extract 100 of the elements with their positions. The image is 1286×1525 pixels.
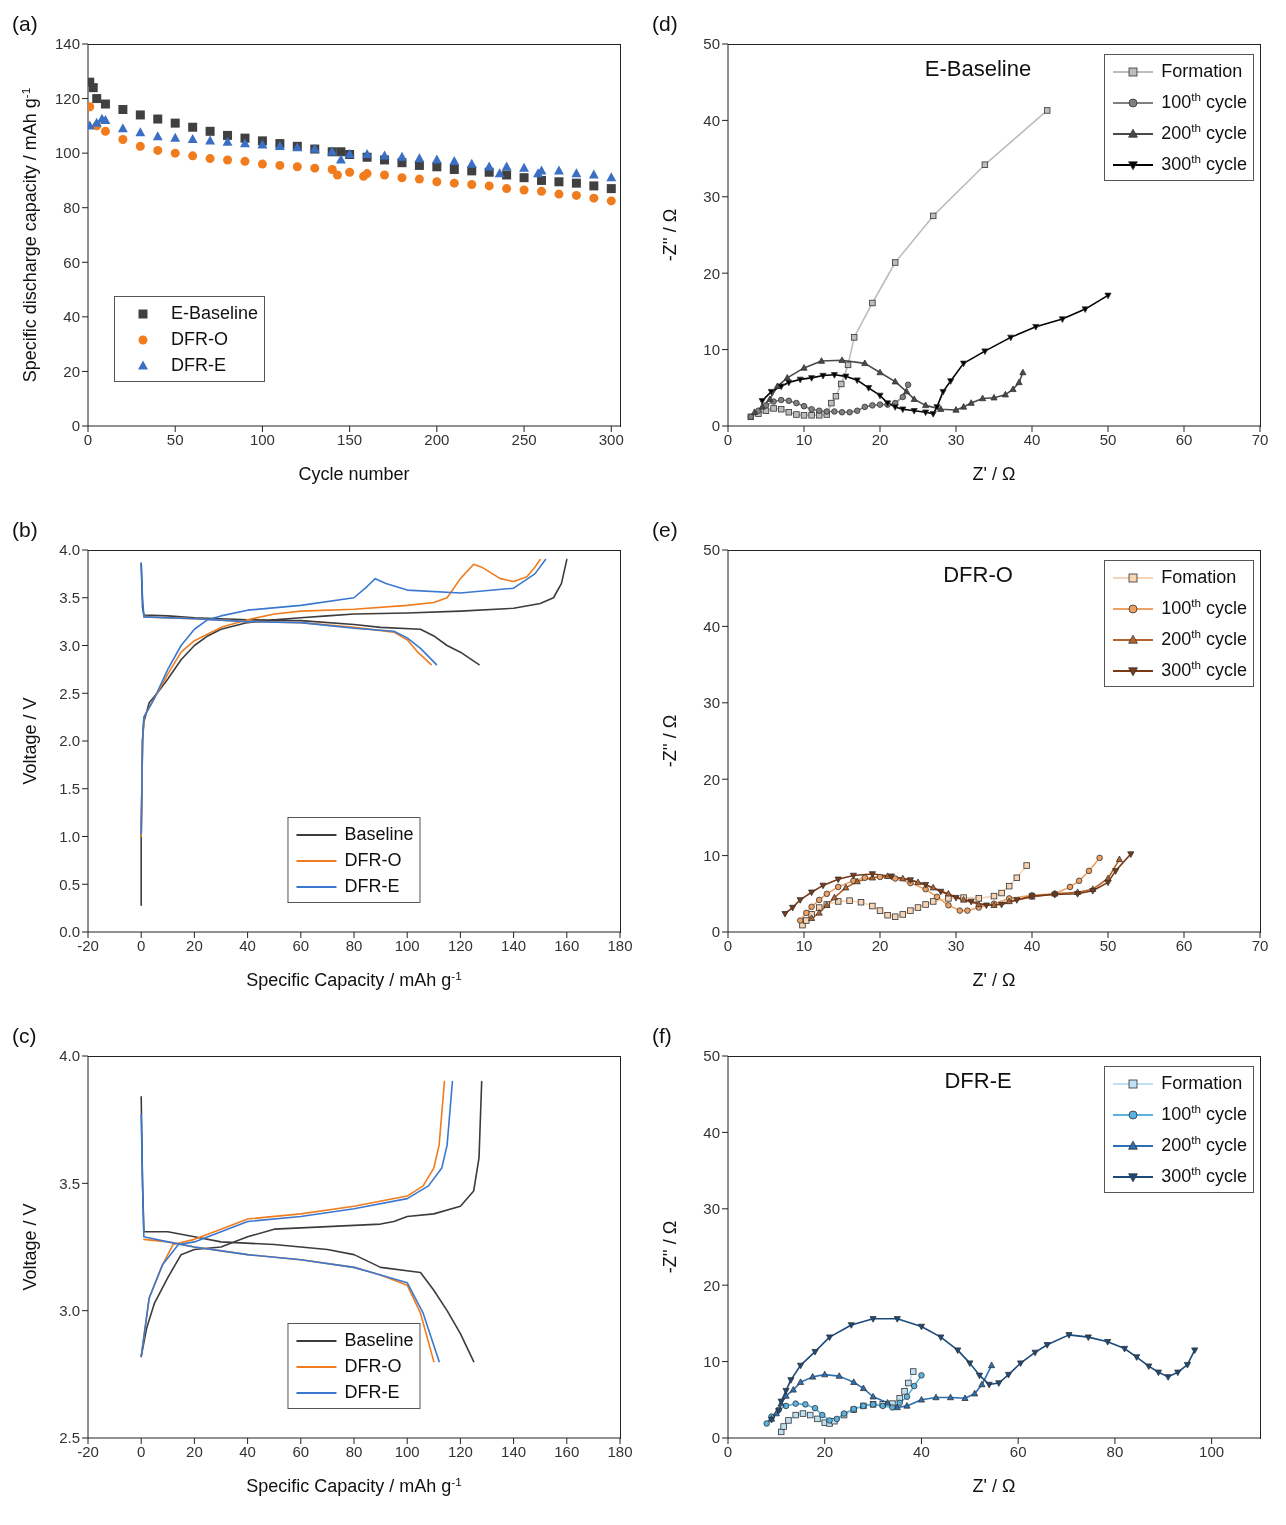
legend-label: 100$^{th}$ cycle — [1160, 89, 1247, 114]
y-tick-label: 50 — [703, 1047, 720, 1065]
y-tick-label: 10 — [703, 846, 720, 864]
x-tick-label: 140 — [501, 936, 527, 954]
y-tick-label: 2.5 — [59, 684, 80, 702]
legend-label: Baseline — [343, 823, 414, 846]
x-tick-label: 40 — [1023, 430, 1041, 448]
y-tick-label: 4.0 — [59, 1047, 80, 1065]
text: (c) — [12, 1024, 37, 1048]
y-tick-label: 40 — [703, 1123, 720, 1141]
x-tick-label: 100 — [249, 430, 275, 448]
y-tick-label: 20 — [703, 264, 720, 282]
legend-label: 200$^{th}$ cycle — [1160, 1132, 1247, 1157]
x-tick-label: 0 — [723, 936, 733, 954]
legend-label: Fomation — [1160, 566, 1238, 589]
x-tick-label: -20 — [77, 1442, 99, 1460]
x-tick-label: 80 — [1106, 1442, 1124, 1460]
x-tick-label: 20 — [871, 430, 889, 448]
y-tick-label: 1.0 — [59, 827, 80, 845]
text: (e) — [652, 518, 678, 542]
x-tick-label: 60 — [292, 936, 310, 954]
x-tick-label: 20 — [816, 1442, 834, 1460]
legend-label: Formation — [1160, 60, 1244, 83]
legend-label: Baseline — [343, 1329, 414, 1352]
legend-label: 200$^{th}$ cycle — [1160, 626, 1247, 651]
legend-label: 200$^{th}$ cycle — [1160, 120, 1247, 145]
y-tick-label: 30 — [703, 694, 720, 712]
y-axis-title: Voltage / V — [20, 1203, 40, 1291]
x-axis-title: Specific Capacity / mAh g$^{-1}$ — [246, 1474, 462, 1496]
y-tick-label: 20 — [703, 770, 720, 788]
x-tick-label: 0 — [723, 430, 733, 448]
y-tick-label: 3.0 — [59, 636, 80, 654]
x-tick-label: 0 — [723, 1442, 733, 1460]
x-tick-label: 80 — [345, 1442, 363, 1460]
x-tick-label: 180 — [607, 1442, 633, 1460]
legend-label: DFR-O — [170, 328, 229, 351]
text: (f) — [652, 1024, 672, 1048]
x-tick-label: 160 — [554, 1442, 580, 1460]
y-tick-label: 30 — [703, 188, 720, 206]
text: DFR-O — [943, 562, 1013, 588]
y-tick-label: 10 — [703, 340, 720, 358]
y-tick-label: 2.0 — [59, 732, 80, 750]
x-tick-label: 40 — [1023, 936, 1041, 954]
x-axis-title: Cycle number — [298, 464, 410, 484]
x-tick-label: 50 — [1099, 936, 1117, 954]
x-tick-label: 40 — [913, 1442, 930, 1460]
x-tick-label: 150 — [337, 430, 363, 448]
x-tick-label: 80 — [345, 936, 363, 954]
x-tick-label: 30 — [947, 430, 965, 448]
y-tick-label: 1.5 — [59, 780, 80, 798]
x-tick-label: 60 — [1175, 936, 1193, 954]
y-tick-label: 20 — [63, 362, 80, 380]
y-tick-label: 0.5 — [59, 875, 80, 893]
y-tick-label: 40 — [703, 617, 720, 635]
y-tick-label: 40 — [703, 111, 720, 129]
x-tick-label: 50 — [166, 430, 184, 448]
x-tick-label: 10 — [795, 936, 813, 954]
x-tick-label: 300 — [598, 430, 624, 448]
x-tick-label: 60 — [1175, 430, 1193, 448]
x-tick-label: 100 — [1199, 1442, 1225, 1460]
y-tick-label: 0 — [711, 923, 720, 941]
y-tick-label: 2.5 — [59, 1429, 80, 1447]
text: (a) — [12, 12, 38, 36]
x-tick-label: -20 — [77, 936, 99, 954]
y-tick-label: 3.5 — [59, 1174, 80, 1192]
x-tick-label: 120 — [447, 1442, 473, 1460]
legend-label: 300$^{th}$ cycle — [1160, 1163, 1247, 1188]
legend-label: 100$^{th}$ cycle — [1160, 1101, 1247, 1126]
y-tick-label: 30 — [703, 1200, 720, 1218]
x-tick-label: 60 — [292, 1442, 310, 1460]
x-axis-title: Z' / Ω — [972, 970, 1016, 990]
x-tick-label: 100 — [394, 936, 420, 954]
text: DFR-E — [944, 1068, 1012, 1094]
legend-label: DFR-E — [170, 354, 227, 377]
y-tick-label: 50 — [703, 541, 720, 559]
y-axis-title: -Z'' / Ω — [660, 1220, 680, 1274]
y-axis-title: -Z'' / Ω — [660, 208, 680, 262]
y-axis-title: Voltage / V — [20, 697, 40, 785]
y-tick-label: 0 — [71, 417, 80, 435]
x-tick-label: 20 — [871, 936, 889, 954]
y-tick-label: 10 — [703, 1352, 720, 1370]
x-tick-label: 40 — [239, 936, 256, 954]
y-tick-label: 60 — [63, 253, 80, 271]
legend-label: DFR-O — [343, 849, 403, 872]
x-tick-label: 200 — [424, 430, 450, 448]
x-tick-label: 70 — [1251, 936, 1269, 954]
x-tick-label: 60 — [1009, 1442, 1027, 1460]
y-tick-label: 50 — [703, 35, 720, 53]
x-tick-label: 180 — [607, 936, 633, 954]
y-tick-label: 140 — [54, 35, 80, 53]
x-tick-label: 120 — [447, 936, 473, 954]
x-tick-label: 10 — [795, 430, 813, 448]
y-tick-label: 120 — [54, 89, 80, 107]
y-tick-label: 4.0 — [59, 541, 80, 559]
legend-label: DFR-E — [343, 875, 401, 898]
legend-label: 300$^{th}$ cycle — [1160, 657, 1247, 682]
x-tick-label: 100 — [394, 1442, 420, 1460]
y-tick-label: 0.0 — [59, 923, 80, 941]
y-tick-label: 20 — [703, 1276, 720, 1294]
x-tick-label: 50 — [1099, 430, 1117, 448]
